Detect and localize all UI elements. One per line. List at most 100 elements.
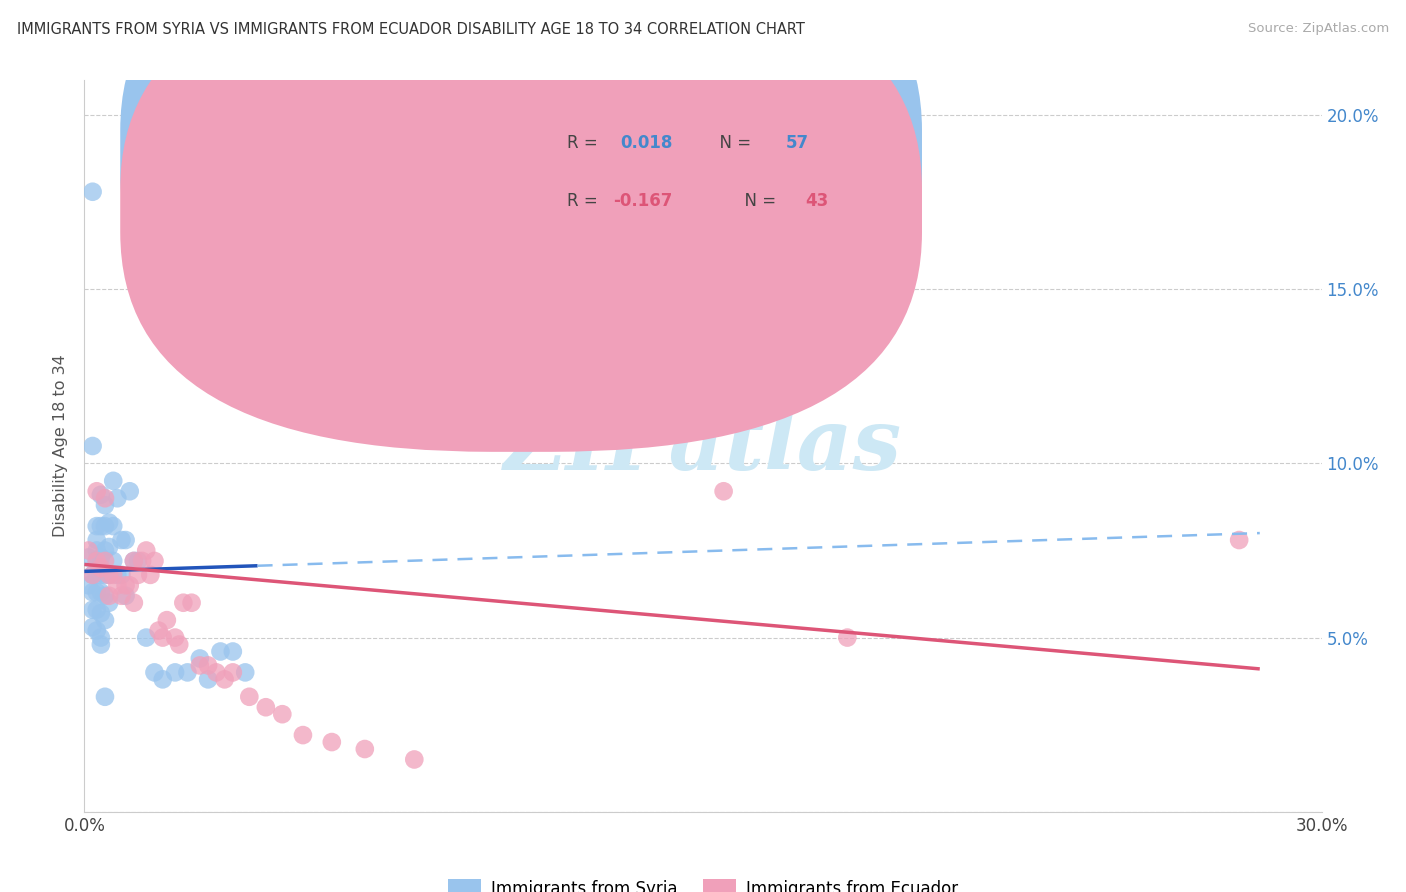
Point xyxy=(127,554,149,568)
Point xyxy=(77,543,100,558)
Point xyxy=(82,185,104,199)
Point xyxy=(105,567,128,582)
Point xyxy=(291,728,314,742)
Point xyxy=(837,631,859,645)
Point xyxy=(127,567,149,582)
Point xyxy=(165,665,187,680)
Point xyxy=(90,488,112,502)
Point xyxy=(152,631,174,645)
Point xyxy=(86,603,108,617)
Point xyxy=(122,554,145,568)
Point xyxy=(82,585,104,599)
Point xyxy=(205,665,228,680)
Point xyxy=(103,554,125,568)
Point xyxy=(143,665,166,680)
Point xyxy=(135,543,157,558)
Point xyxy=(94,519,117,533)
Point xyxy=(167,638,190,652)
Point xyxy=(98,540,121,554)
Point xyxy=(188,651,211,665)
Point xyxy=(321,735,343,749)
Point xyxy=(271,707,294,722)
Point xyxy=(98,516,121,530)
Point xyxy=(1227,533,1250,547)
Legend: Immigrants from Syria, Immigrants from Ecuador: Immigrants from Syria, Immigrants from E… xyxy=(441,872,965,892)
Point xyxy=(713,484,735,499)
Text: R =: R = xyxy=(567,192,603,211)
Text: 57: 57 xyxy=(786,134,808,152)
Point xyxy=(94,589,117,603)
Point xyxy=(86,554,108,568)
Point xyxy=(139,567,162,582)
Text: Source: ZipAtlas.com: Source: ZipAtlas.com xyxy=(1249,22,1389,36)
Point xyxy=(353,742,375,756)
Point xyxy=(114,589,136,603)
Point xyxy=(90,550,112,565)
Point xyxy=(86,624,108,638)
Point xyxy=(238,690,260,704)
Point xyxy=(222,644,245,658)
Point xyxy=(94,554,117,568)
Point xyxy=(82,567,104,582)
Point xyxy=(103,567,125,582)
Point xyxy=(180,596,202,610)
Point xyxy=(135,631,157,645)
Text: R =: R = xyxy=(567,134,609,152)
Y-axis label: Disability Age 18 to 34: Disability Age 18 to 34 xyxy=(53,355,69,537)
Point xyxy=(122,596,145,610)
Point xyxy=(98,567,121,582)
Text: N =: N = xyxy=(709,134,756,152)
Point xyxy=(214,673,236,687)
FancyBboxPatch shape xyxy=(121,0,922,393)
Point xyxy=(114,533,136,547)
FancyBboxPatch shape xyxy=(474,99,914,241)
Text: N =: N = xyxy=(734,192,782,211)
Point xyxy=(94,613,117,627)
Point xyxy=(94,567,117,582)
Text: ZIPatlas: ZIPatlas xyxy=(503,404,903,488)
Point xyxy=(94,491,117,506)
Point xyxy=(86,567,108,582)
Point xyxy=(103,519,125,533)
Text: 0.018: 0.018 xyxy=(620,134,672,152)
Point xyxy=(209,644,232,658)
Point xyxy=(118,578,141,592)
Point xyxy=(98,596,121,610)
FancyBboxPatch shape xyxy=(121,0,922,452)
Point xyxy=(82,620,104,634)
Point xyxy=(172,596,194,610)
Text: IMMIGRANTS FROM SYRIA VS IMMIGRANTS FROM ECUADOR DISABILITY AGE 18 TO 34 CORRELA: IMMIGRANTS FROM SYRIA VS IMMIGRANTS FROM… xyxy=(17,22,804,37)
Point xyxy=(90,561,112,575)
Point xyxy=(254,700,277,714)
Point xyxy=(82,439,104,453)
Point xyxy=(90,638,112,652)
Point xyxy=(233,665,256,680)
Point xyxy=(98,589,121,603)
Point xyxy=(103,474,125,488)
Point xyxy=(105,491,128,506)
Point xyxy=(90,585,112,599)
Point xyxy=(152,673,174,687)
Point xyxy=(82,603,104,617)
Point xyxy=(165,631,187,645)
Point xyxy=(110,533,132,547)
Point xyxy=(90,567,112,582)
Point xyxy=(77,550,100,565)
Point xyxy=(131,554,153,568)
Point xyxy=(90,606,112,620)
Point xyxy=(156,613,179,627)
Point xyxy=(122,554,145,568)
Point xyxy=(86,543,108,558)
Point xyxy=(86,585,108,599)
Point xyxy=(176,665,198,680)
Point xyxy=(90,519,112,533)
Point xyxy=(94,498,117,512)
Point xyxy=(114,578,136,592)
Text: -0.167: -0.167 xyxy=(613,192,672,211)
Point xyxy=(94,690,117,704)
Point xyxy=(86,554,108,568)
Point xyxy=(143,554,166,568)
Point xyxy=(404,752,426,766)
Point xyxy=(188,658,211,673)
Point xyxy=(110,567,132,582)
